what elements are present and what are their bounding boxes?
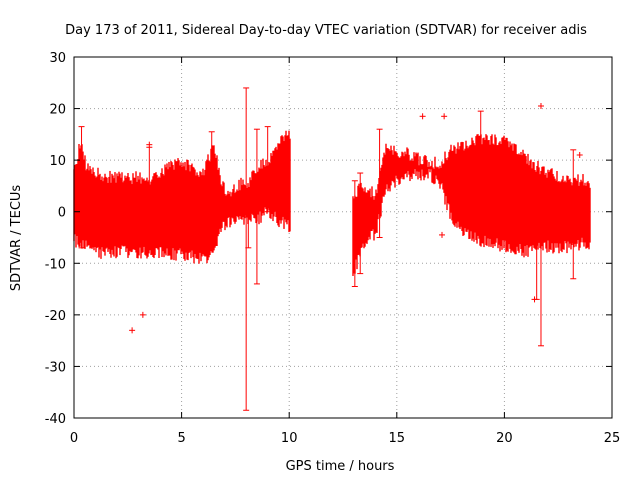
x-tick-label: 15 [389,431,406,446]
y-tick-label: 30 [49,51,66,66]
y-tick-label: 20 [49,103,66,118]
tick-labels: 0 5 10 15 20 25 -40 -30 -20 -10 0 10 20 30 [45,51,621,446]
y-axis-label: SDTVAR / TECUs [9,185,24,292]
x-axis-label: GPS time / hours [286,459,395,474]
data-series [73,87,591,411]
x-tick-label: 0 [70,431,78,446]
y-tick-label: -10 [45,257,66,272]
y-tick-label: -30 [45,360,66,375]
axis-ticks [73,56,613,419]
y-tick-label: -20 [45,309,66,324]
x-tick-label: 25 [604,431,621,446]
x-tick-label: 5 [177,431,185,446]
y-tick-label: 10 [49,154,66,169]
plot-frame [73,56,613,419]
y-tick-label: 0 [58,206,66,221]
chart-title: Day 173 of 2011, Sidereal Day-to-day VTE… [65,23,587,38]
x-tick-label: 20 [496,431,513,446]
x-tick-label: 10 [281,431,298,446]
y-tick-label: -40 [45,412,66,427]
